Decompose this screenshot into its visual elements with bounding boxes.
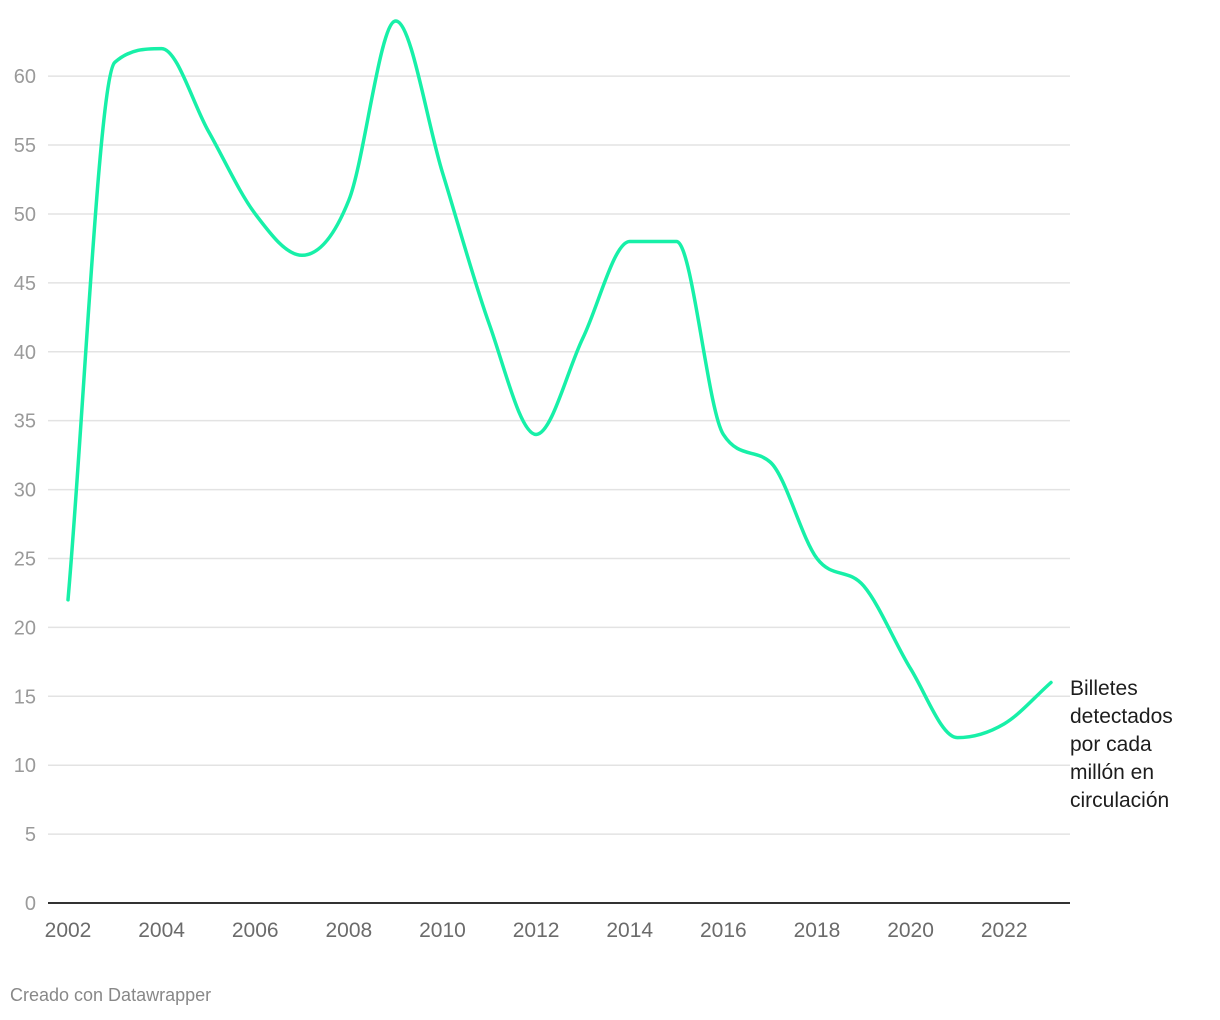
series-label-line: Billetes: [1070, 677, 1138, 700]
footer-credit: Creado con Datawrapper: [10, 985, 212, 1005]
y-tick-label: 10: [14, 755, 36, 777]
series-label-line: millón en: [1070, 761, 1155, 784]
y-tick-label: 40: [14, 342, 36, 364]
x-tick-label: 2006: [232, 919, 279, 942]
series-line: [66, 19, 1053, 740]
y-tick-label: 5: [25, 824, 36, 846]
series-label: Billetes detectados por cada millón en c…: [1070, 675, 1220, 815]
y-tick-label: 55: [14, 135, 36, 157]
x-axis-ticks: 2002 2004 2006 2008 2010 2012 2014 2016 2018 2020…: [45, 919, 1028, 942]
series-label-line: detectados: [1070, 705, 1173, 728]
x-tick-label: 2004: [138, 919, 185, 942]
y-tick-label: 20: [14, 617, 36, 639]
x-tick-label: 2008: [325, 919, 372, 942]
x-tick-label: 2012: [513, 919, 560, 942]
y-axis-ticks: 0 5 10 15 20 25 30 35 40 45 50 55 60: [14, 66, 36, 915]
y-tick-label: 35: [14, 411, 36, 433]
x-tick-label: 2022: [981, 919, 1028, 942]
y-tick-label: 0: [25, 893, 36, 915]
y-tick-label: 50: [14, 204, 36, 226]
y-tick-label: 60: [14, 66, 36, 88]
y-tick-label: 15: [14, 686, 36, 708]
series-label-line: circulación: [1070, 789, 1170, 812]
grid-lines: [48, 75, 1070, 904]
x-tick-label: 2014: [606, 919, 653, 942]
x-tick-label: 2002: [45, 919, 92, 942]
y-tick-label: 25: [14, 548, 36, 570]
y-tick-label: 45: [14, 273, 36, 295]
x-tick-label: 2018: [794, 919, 841, 942]
series-lines: [66, 19, 1053, 740]
y-tick-label: 30: [14, 480, 36, 502]
x-tick-label: 2016: [700, 919, 747, 942]
x-tick-label: 2010: [419, 919, 466, 942]
x-tick-label: 2020: [887, 919, 934, 942]
series-label-line: por cada: [1070, 733, 1152, 756]
